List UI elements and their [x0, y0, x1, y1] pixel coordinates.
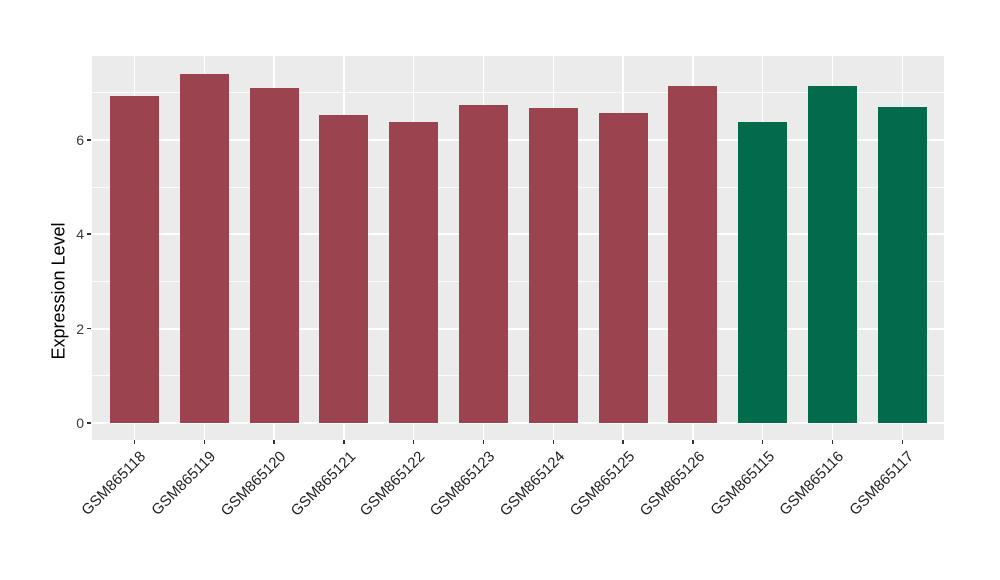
bar-GSM865122 — [389, 121, 439, 423]
h-gridline-major — [92, 233, 944, 236]
h-gridline-minor — [92, 92, 944, 94]
y-tick-label: 6 — [76, 131, 84, 148]
bar-GSM865115 — [738, 121, 788, 423]
y-tick-label: 2 — [76, 320, 84, 337]
bar-GSM865120 — [249, 87, 299, 423]
y-tick-label: 0 — [76, 415, 84, 431]
bar-GSM865118 — [110, 96, 159, 423]
x-tick-mark — [203, 440, 206, 444]
x-tick-mark — [831, 440, 834, 444]
x-tick-label: GSM865119 — [148, 448, 220, 519]
x-tick-label: GSM865118 — [78, 448, 150, 519]
bar-GSM865124 — [528, 107, 578, 423]
x-tick-mark — [133, 440, 136, 444]
bar-GSM865126 — [668, 86, 718, 423]
x-tick-label: GSM865120 — [217, 448, 290, 520]
x-tick-label: GSM865115 — [706, 448, 778, 519]
bar-GSM865125 — [598, 113, 648, 423]
x-tick-mark — [412, 440, 415, 444]
h-gridline-minor — [92, 186, 944, 188]
bar-GSM865119 — [179, 73, 229, 423]
x-tick-mark — [482, 440, 485, 444]
x-tick-label: GSM865121 — [287, 448, 359, 520]
y-tick-mark — [87, 139, 91, 141]
y-tick-mark — [87, 233, 91, 235]
x-tick-mark — [901, 440, 904, 444]
x-tick-label: GSM865122 — [357, 448, 429, 520]
x-tick-mark — [761, 440, 764, 444]
h-gridline-major — [92, 138, 944, 141]
x-tick-label: GSM865116 — [776, 448, 848, 519]
y-tick-mark — [87, 327, 91, 330]
bar-GSM865117 — [877, 107, 927, 423]
x-tick-label: GSM865126 — [636, 448, 708, 520]
x-tick-mark — [343, 440, 345, 444]
x-tick-label: GSM865125 — [566, 448, 639, 520]
x-tick-mark — [622, 440, 624, 444]
x-tick-mark — [692, 440, 694, 444]
plot-panel — [92, 56, 944, 440]
h-gridline-minor — [92, 280, 944, 282]
bar-GSM865116 — [808, 85, 857, 423]
x-tick-label: GSM865117 — [846, 448, 918, 519]
x-tick-mark — [273, 440, 275, 444]
h-gridline-major — [92, 422, 944, 424]
bar-GSM865121 — [319, 115, 369, 423]
h-gridline-major — [92, 327, 944, 330]
x-tick-label: GSM865124 — [496, 448, 569, 520]
h-gridline-minor — [92, 375, 944, 377]
y-tick-mark — [87, 422, 91, 424]
bar-GSM865123 — [459, 105, 508, 423]
y-tick-label: 4 — [76, 226, 84, 243]
x-tick-label: GSM865123 — [426, 448, 499, 520]
x-tick-mark — [552, 440, 555, 444]
